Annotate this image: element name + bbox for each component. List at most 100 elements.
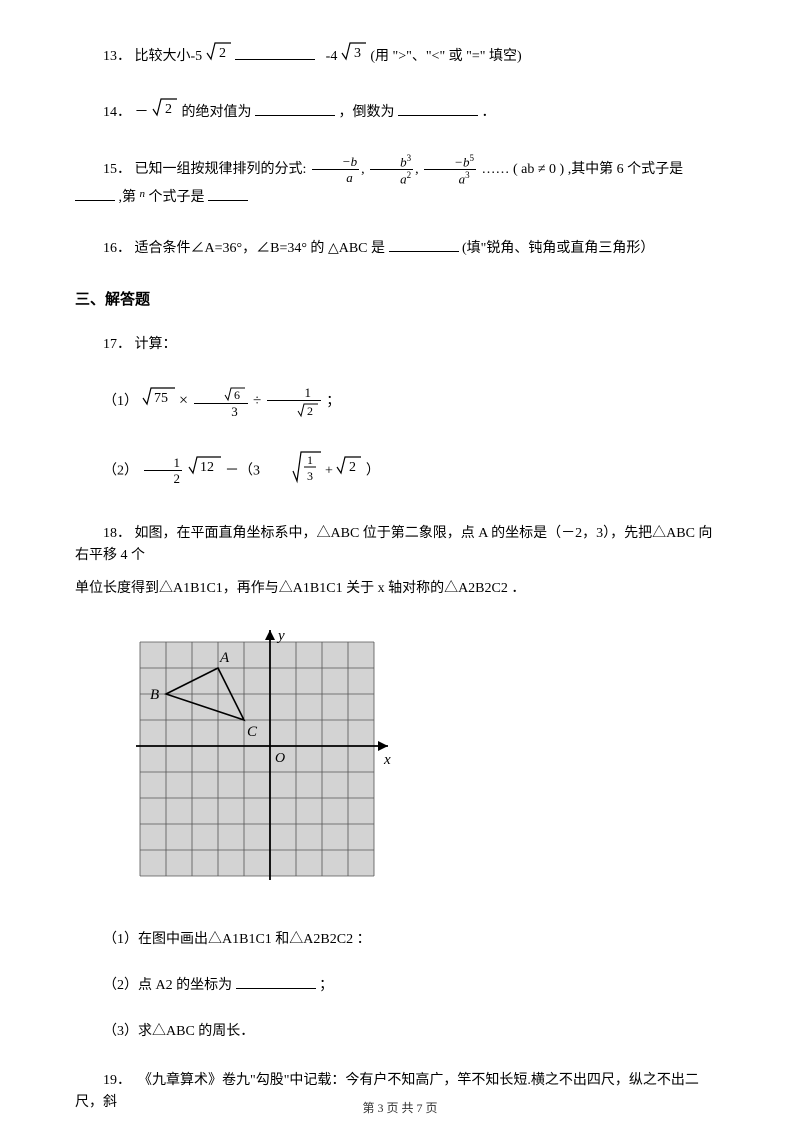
text: ,第 (119, 190, 137, 205)
q19-num: 19． (103, 1073, 131, 1088)
exp: 2 (407, 170, 412, 180)
question-14: 14． － 2 的绝对值为 ，倒数为 ． (75, 96, 725, 124)
text: －（3 (225, 463, 260, 478)
svg-text:2: 2 (349, 460, 356, 475)
q13-mid: -4 (326, 49, 338, 64)
text: (填"锐角、钝角或直角三角形） (462, 241, 654, 256)
footer-pre: 第 (362, 1101, 377, 1115)
q14-end: ． (482, 105, 496, 120)
svg-text:A: A (219, 650, 230, 666)
svg-text:1: 1 (307, 453, 313, 467)
text: ,其中第 6 个式子是 (568, 162, 684, 177)
q13-num: 13． (103, 49, 131, 64)
fraction: −b5 a3 (424, 153, 476, 187)
section-title: 三、解答题 (75, 288, 725, 312)
q17-label: 计算： (135, 337, 177, 352)
svg-text:75: 75 (154, 391, 168, 406)
sign: − (342, 154, 351, 169)
svg-text:12: 12 (200, 460, 214, 475)
q16-num: 16． (103, 241, 131, 256)
blank (389, 238, 459, 252)
part-label: （2） (103, 463, 138, 478)
var-n: n (140, 188, 146, 200)
q17-part1: （1） 75 × 6 3 ÷ 1 2 ； (75, 385, 725, 419)
q15-num: 15． (103, 162, 131, 177)
svg-text:y: y (276, 628, 285, 644)
footer-mid: 页 共 (383, 1101, 416, 1115)
q13-post: (用 ">"、"<" 或 "=" 填空) (370, 49, 521, 64)
svg-text:2: 2 (307, 404, 313, 418)
blank (255, 102, 335, 116)
svg-text:x: x (383, 752, 391, 768)
part-label: （1） (103, 394, 138, 409)
q14-mid2: ，倒数为 (339, 105, 395, 120)
svg-text:O: O (275, 751, 285, 766)
fraction: 1 2 (144, 455, 183, 486)
q18-sub2: （2）点 A2 的坐标为 ； (75, 975, 725, 997)
svg-text:6: 6 (234, 388, 240, 402)
coordinate-grid: ABCOxy (130, 628, 725, 904)
text: 个式子是 (149, 190, 205, 205)
question-18-cont: 单位长度得到△A1B1C1，再作与△A1B1C1 关于 x 轴对称的△A2B2C… (75, 578, 725, 600)
q18-sub1: （1）在图中画出△A1B1C1 和△A2B2C2 ： (75, 929, 725, 951)
sqrt-icon: 2 (336, 454, 362, 476)
dots: …… (481, 162, 509, 177)
sqrt-icon: 12 (188, 454, 222, 476)
footer-post: 页 (423, 1101, 438, 1115)
page-footer: 第 3 页 共 7 页 (0, 1099, 800, 1118)
q16-pre: 适合条件∠A=36°，∠B=34° 的 (135, 241, 325, 256)
exp: 5 (469, 153, 474, 163)
q18-text2: 单位长度得到△A1B1C1，再作与△A1B1C1 关于 x 轴对称的△A2B2C… (75, 581, 525, 596)
q18-sub3: （3）求△ABC 的周长． (75, 1021, 725, 1043)
blank (236, 975, 316, 989)
sqrt-icon: 2 (206, 40, 232, 62)
blank (398, 102, 478, 116)
blank (208, 187, 248, 201)
q14-mid1: 的绝对值为 (182, 105, 252, 120)
svg-text:B: B (150, 687, 159, 703)
numerator: 1 (267, 385, 321, 401)
q14-sqrt: 2 (165, 102, 172, 117)
q14-pre: － (135, 105, 149, 120)
fraction: 6 3 (194, 385, 248, 419)
sign: − (454, 154, 463, 169)
sqrt-icon: 2 (152, 96, 178, 118)
exp: 3 (407, 153, 412, 163)
denominator: 2 (144, 471, 183, 486)
sqrt-frac-icon: 13 (264, 449, 322, 493)
triangle-abc: △ABC (328, 241, 368, 256)
exp: 3 (465, 170, 470, 180)
fraction: b3 a2 (370, 153, 413, 187)
q13-sqrt2: 3 (354, 46, 361, 61)
q13-sqrt1: 2 (219, 46, 226, 61)
numerator: 1 (144, 455, 183, 471)
denominator: a (312, 170, 359, 185)
sqrt-icon: 3 (341, 40, 367, 62)
denominator: 3 (194, 404, 248, 419)
svg-text:3: 3 (307, 469, 313, 483)
plus: + (325, 463, 333, 478)
q14-num: 14． (103, 105, 131, 120)
blank (235, 46, 315, 60)
question-13: 13． 比较大小-5 2 -4 3 (用 ">"、"<" 或 "=" 填空) (75, 40, 725, 68)
question-16: 16． 适合条件∠A=36°，∠B=34° 的 △ABC 是 (填"锐角、钝角或… (75, 238, 725, 260)
q17-num: 17． (103, 337, 131, 352)
q13-pre: 比较大小-5 (135, 49, 203, 64)
question-15: 15． 已知一组按规律排列的分式: −b a , b3 a2 , −b5 a3 … (75, 153, 725, 210)
q18-num: 18． (103, 526, 131, 541)
q17-part2: （2） 1 2 12 －（3 13 + 2 ） (75, 449, 725, 493)
fraction: −b a (312, 154, 359, 185)
text: 是 (371, 241, 385, 256)
fraction: 1 2 (267, 385, 321, 419)
condition: ( ab ≠ 0 ) (513, 162, 564, 177)
blank (75, 187, 115, 201)
text: （2）点 A2 的坐标为 (103, 978, 232, 993)
q15-pre: 已知一组按规律排列的分式: (135, 162, 310, 177)
numerator: b (351, 154, 358, 169)
text: ； (319, 978, 333, 993)
text: ） (366, 463, 380, 478)
q18-text1: 如图，在平面直角坐标系中，△ABC 位于第二象限，点 A 的坐标是（－2，3），… (75, 526, 712, 563)
question-17: 17． 计算： (75, 334, 725, 356)
sqrt-icon: 75 (142, 385, 176, 407)
question-18: 18． 如图，在平面直角坐标系中，△ABC 位于第二象限，点 A 的坐标是（－2… (75, 523, 725, 568)
